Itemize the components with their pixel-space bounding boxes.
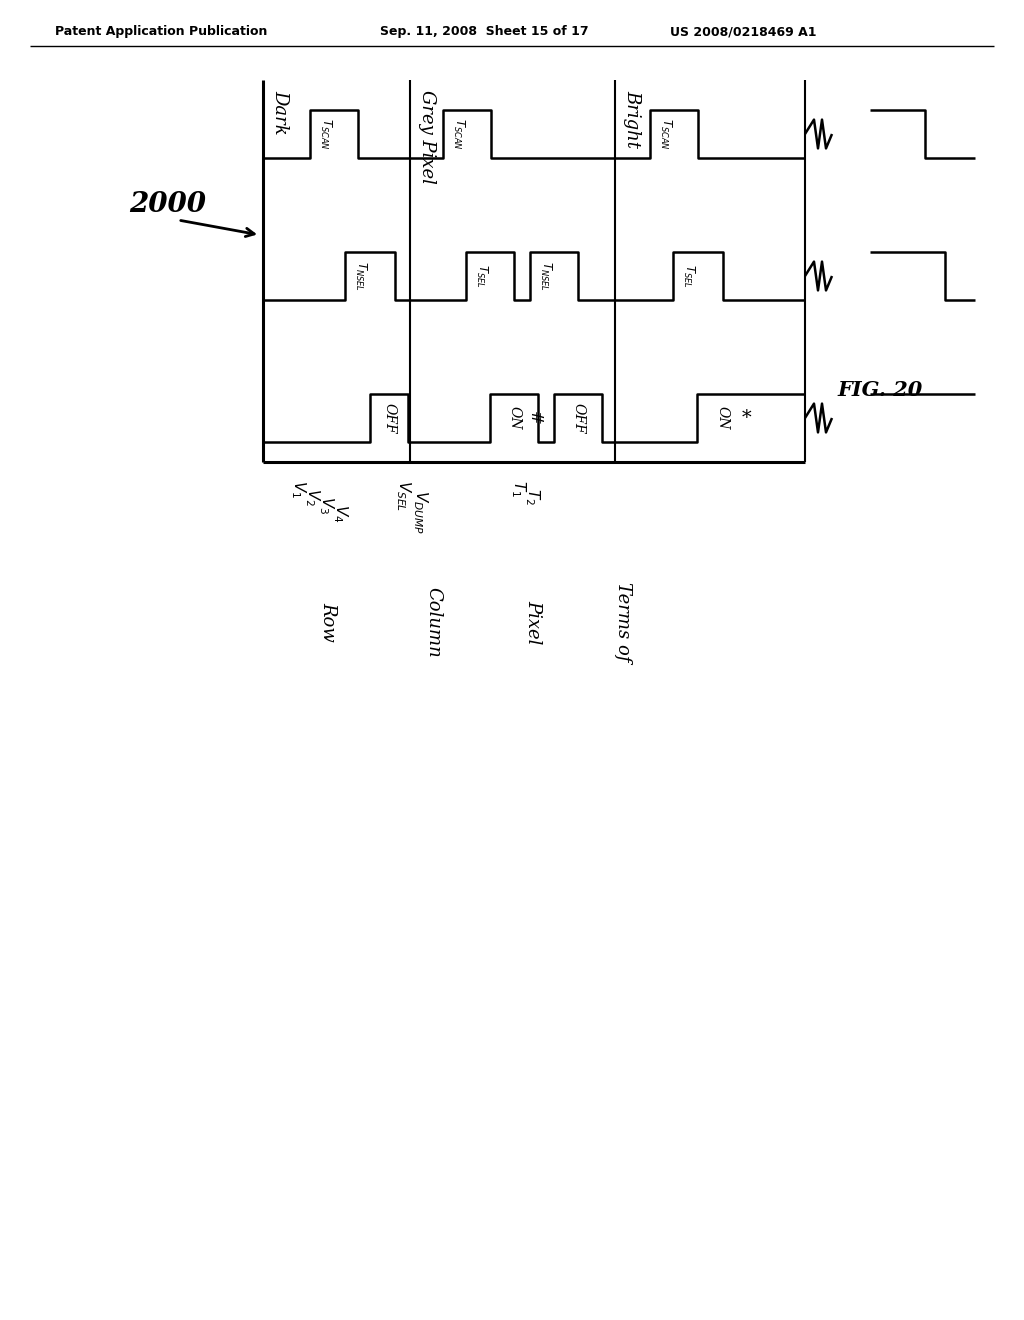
- Text: $V_1$: $V_1$: [289, 480, 307, 498]
- Text: $T_{NSEL}$: $T_{NSEL}$: [538, 261, 553, 290]
- Text: Dark: Dark: [271, 90, 289, 135]
- Text: $V_2$: $V_2$: [303, 488, 322, 506]
- Text: FIG. 20: FIG. 20: [838, 380, 923, 400]
- Text: OFF: OFF: [571, 403, 585, 433]
- Text: Sep. 11, 2008  Sheet 15 of 17: Sep. 11, 2008 Sheet 15 of 17: [380, 25, 589, 38]
- Text: 2000: 2000: [129, 191, 207, 219]
- Text: *: *: [742, 409, 752, 426]
- Text: $T_{SEL}$: $T_{SEL}$: [681, 264, 696, 288]
- Text: $T_{NSEL}$: $T_{NSEL}$: [353, 261, 368, 290]
- Text: ON: ON: [715, 407, 729, 430]
- Text: $T_1$: $T_1$: [509, 480, 527, 498]
- Text: Bright: Bright: [623, 90, 641, 148]
- Text: $T_2$: $T_2$: [522, 488, 542, 506]
- Text: Column: Column: [424, 586, 442, 657]
- Text: $T_{SCAN}$: $T_{SCAN}$: [658, 117, 673, 150]
- Text: $V_{SEL}$: $V_{SEL}$: [393, 480, 413, 511]
- Text: Grey Pixel: Grey Pixel: [418, 90, 436, 183]
- Text: $T_{SEL}$: $T_{SEL}$: [474, 264, 489, 288]
- Text: Patent Application Publication: Patent Application Publication: [55, 25, 267, 38]
- Text: $V_{DUMP}$: $V_{DUMP}$: [411, 490, 429, 535]
- Text: $V_3$: $V_3$: [316, 496, 335, 515]
- Text: Row: Row: [319, 602, 337, 642]
- Text: $V_4$: $V_4$: [331, 504, 349, 523]
- Text: #: #: [525, 411, 543, 425]
- Text: OFF: OFF: [382, 403, 396, 433]
- Text: $T_{SCAN}$: $T_{SCAN}$: [451, 117, 466, 150]
- Text: Terms of: Terms of: [614, 582, 632, 661]
- Text: ON: ON: [507, 407, 521, 430]
- Text: $T_{SCAN}$: $T_{SCAN}$: [318, 117, 333, 150]
- Text: US 2008/0218469 A1: US 2008/0218469 A1: [670, 25, 816, 38]
- Text: Pixel: Pixel: [524, 599, 542, 644]
